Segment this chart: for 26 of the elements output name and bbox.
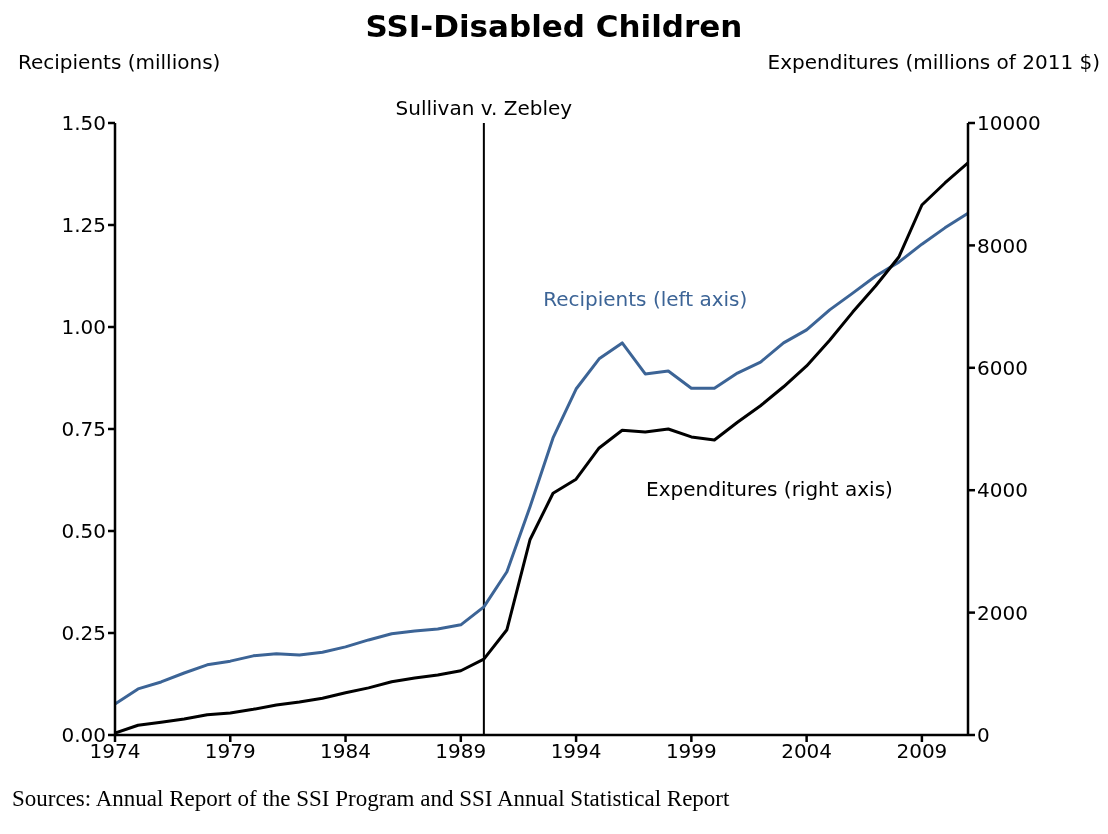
x-tick-label: 1984 [320,739,371,764]
text: Expenditures (right axis) [646,477,893,502]
x-tick-label: 1979 [204,739,256,764]
y-tick-label: 1.50 [61,111,106,136]
y-tick-label: 1.25 [61,213,106,238]
x-tick-label: 2004 [781,739,833,764]
x-tick-label: 1989 [435,739,487,764]
x-tick-label: 1999 [665,739,717,764]
source-note: Sources: Annual Report of the SSI Program and SSI Annual Statistical Report [12,786,730,812]
chart-title: SSI-Disabled Children [364,8,744,44]
x-tick-label: 2009 [896,739,948,764]
y-axis-title: Recipients (millions) [18,50,221,74]
y2-tick-label: 6000 [977,355,1028,380]
ref-line-label: Sullivan v. Zebley [395,96,573,120]
y2-tick-label: 8000 [977,233,1028,258]
y2-axis-title: Expenditures (millions of 2011 $) [767,50,1100,74]
text: Recipients (left axis) [543,286,748,311]
y2-tick-label: 4000 [977,478,1028,503]
y2-tick-label: 10000 [977,111,1041,136]
y-tick-label: 1.00 [61,315,106,340]
y2-tick-label: 2000 [977,600,1028,625]
y-tick-label: 0.50 [61,519,106,544]
x-tick-label: 1994 [550,739,602,764]
y-tick-label: 0.25 [61,621,106,646]
y-tick-label: 0.75 [61,417,106,442]
y2-tick-label: 0 [977,723,990,748]
